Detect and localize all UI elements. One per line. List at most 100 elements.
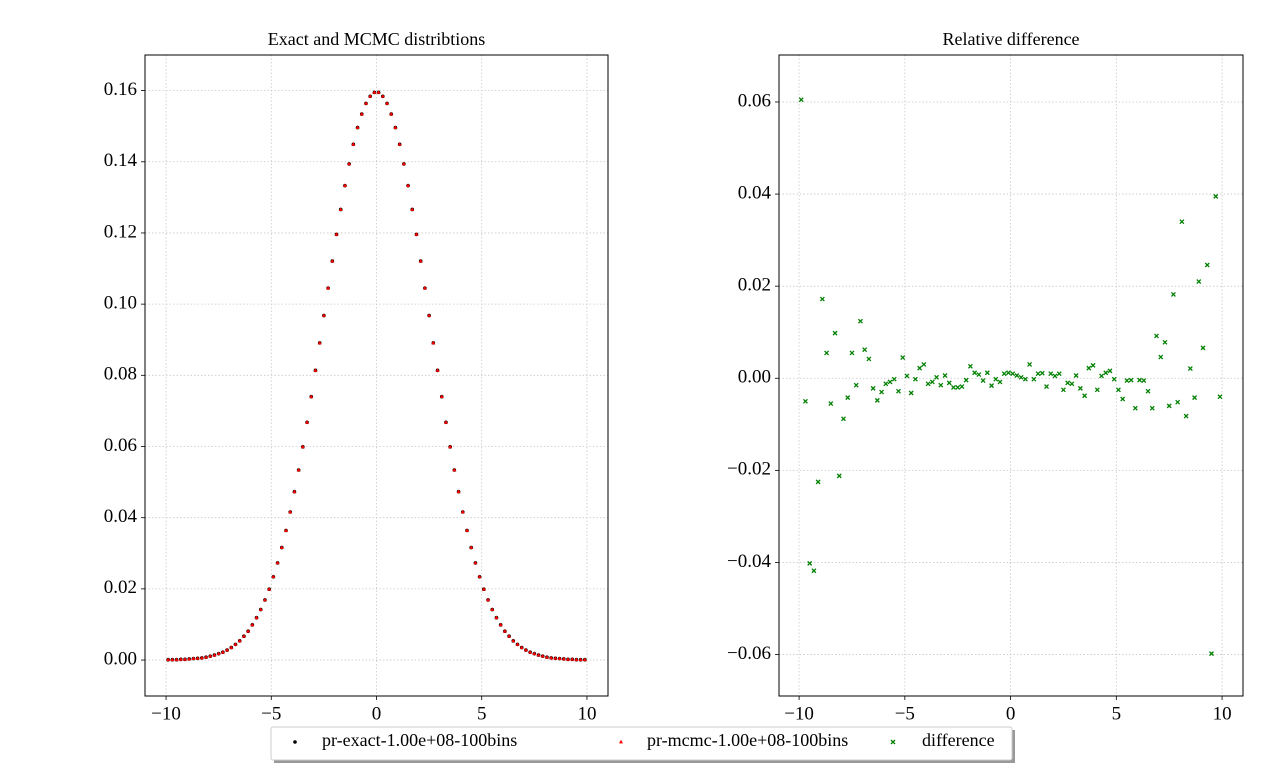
point [397, 142, 402, 146]
point [1200, 345, 1206, 351]
point [372, 90, 377, 94]
point [216, 651, 221, 656]
point [807, 560, 813, 566]
x-tick-label: −10 [151, 703, 181, 724]
point [1090, 362, 1096, 368]
y-tick-label: −0.04 [727, 551, 771, 572]
y-tick-label: 0.02 [104, 577, 137, 598]
point [439, 394, 444, 399]
point [427, 313, 432, 317]
point [1082, 393, 1088, 399]
point [532, 651, 537, 656]
point [1094, 387, 1100, 393]
point [1099, 373, 1104, 379]
point [1031, 376, 1037, 382]
point [984, 370, 990, 376]
y-tick-label: 0.04 [738, 182, 772, 203]
point [1014, 373, 1020, 378]
chart-title: Relative difference [942, 29, 1079, 49]
point [385, 101, 390, 105]
point [515, 642, 520, 646]
point [321, 313, 326, 317]
point [195, 656, 200, 660]
point [993, 376, 999, 382]
point [519, 645, 524, 649]
point [815, 479, 821, 485]
point [237, 638, 242, 643]
point [246, 629, 251, 633]
point [355, 125, 360, 130]
point [1103, 370, 1109, 376]
point [1154, 333, 1159, 339]
point [460, 509, 465, 514]
point [1120, 396, 1126, 402]
point [473, 560, 478, 565]
point [819, 296, 825, 302]
point [883, 381, 889, 387]
point [828, 401, 834, 407]
x-tick-label: −5 [895, 703, 915, 724]
point [887, 379, 893, 385]
y-tick-label: 0.10 [104, 292, 137, 313]
point [300, 444, 305, 449]
point [1175, 399, 1181, 405]
point [422, 285, 427, 290]
point [1124, 378, 1130, 384]
point [832, 330, 838, 336]
point [845, 395, 851, 401]
point [1187, 366, 1193, 372]
point [1162, 339, 1168, 345]
point [1039, 370, 1045, 376]
point [174, 657, 179, 662]
point [959, 384, 965, 390]
point [477, 574, 482, 579]
point [1204, 262, 1210, 268]
point [1137, 377, 1143, 383]
legend-label: difference [922, 730, 995, 750]
point [511, 638, 516, 643]
point [1056, 371, 1062, 377]
point [544, 655, 549, 659]
x-tick-label: 10 [1213, 703, 1232, 724]
legend: pr-exact-1.00e+08-100bins pr-mcmc-1.00e+… [270, 726, 1015, 763]
point [414, 232, 419, 236]
point [305, 420, 310, 424]
point [1052, 373, 1058, 379]
point [351, 142, 356, 146]
point [1086, 365, 1092, 371]
point [452, 467, 457, 472]
point [557, 656, 562, 661]
point [498, 622, 503, 627]
point [908, 390, 914, 396]
point [802, 398, 808, 404]
point [347, 161, 352, 166]
point [254, 615, 259, 620]
x-tick-label: 5 [1112, 703, 1122, 724]
point [241, 634, 246, 638]
point [220, 650, 225, 654]
y-tick-label: 0.06 [104, 435, 137, 456]
point [401, 161, 406, 166]
point [1044, 384, 1049, 390]
point [279, 545, 284, 549]
point [296, 467, 301, 472]
point [456, 489, 461, 494]
point [963, 377, 969, 383]
point [464, 528, 469, 532]
point [393, 125, 398, 130]
point [866, 356, 872, 362]
point [313, 368, 318, 372]
y-tick-label: 0.02 [738, 275, 771, 296]
point [1141, 378, 1147, 384]
point [1132, 405, 1138, 411]
point [275, 560, 280, 565]
point [870, 385, 876, 391]
y-tick-label: 0.06 [738, 90, 771, 111]
point [1115, 387, 1121, 393]
point [989, 383, 995, 389]
point [317, 340, 322, 345]
point [549, 655, 554, 660]
y-tick-label: 0.12 [104, 221, 137, 242]
axes-frame [144, 54, 609, 697]
point [1077, 385, 1083, 391]
